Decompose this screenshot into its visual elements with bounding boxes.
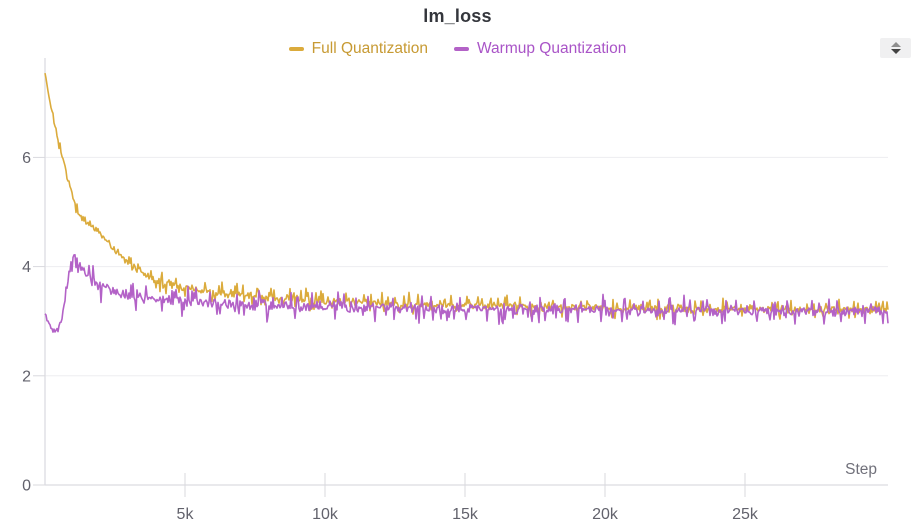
x-tick-label: 20k: [592, 506, 619, 523]
y-tick-label: 0: [22, 478, 31, 495]
x-tick-label: 15k: [452, 506, 479, 523]
x-tick-label: 10k: [312, 506, 339, 523]
stepper-control[interactable]: [880, 38, 911, 58]
legend: Full Quantization Warmup Quantization: [0, 39, 915, 59]
series-line-warmup-quantization: [44, 254, 889, 333]
legend-swatch-icon: [453, 47, 469, 51]
plot-area[interactable]: [45, 58, 888, 485]
x-tick-label: 25k: [732, 506, 759, 523]
legend-item-full-quantization[interactable]: Full Quantization: [288, 40, 428, 58]
y-tick-label: 2: [22, 368, 31, 385]
y-tick-label: 6: [22, 150, 31, 167]
legend-swatch-icon: [288, 47, 304, 51]
chart-title: lm_loss: [423, 6, 492, 26]
stepper-up-icon[interactable]: [890, 42, 901, 47]
y-tick-label: 4: [22, 259, 31, 276]
x-tick-label: 5k: [177, 506, 195, 523]
legend-item-warmup-quantization[interactable]: Warmup Quantization: [453, 40, 627, 58]
stepper-down-icon[interactable]: [890, 49, 901, 54]
x-axis-label: Step: [845, 461, 877, 478]
legend-label: Warmup Quantization: [476, 40, 627, 57]
legend-label: Full Quantization: [311, 40, 428, 57]
